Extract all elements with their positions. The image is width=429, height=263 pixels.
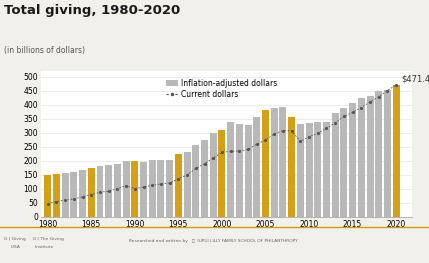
Bar [358, 98, 365, 217]
Bar [149, 160, 156, 217]
Bar [262, 110, 269, 217]
Bar [218, 130, 225, 217]
Text: $471.44: $471.44 [402, 74, 429, 83]
Text: Total giving, 1980-2020: Total giving, 1980-2020 [4, 4, 181, 17]
Bar [375, 91, 382, 217]
Bar [340, 108, 347, 217]
Bar [279, 107, 287, 217]
Bar [184, 152, 190, 217]
Bar [192, 145, 199, 217]
Bar [384, 90, 391, 217]
Bar [97, 166, 103, 217]
Bar [253, 117, 260, 217]
Bar [131, 161, 138, 217]
Bar [140, 162, 147, 217]
Text: Researched and written by   ⦀  IUPUI LILLY FAMILY SCHOOL OF PHILANTHROPY: Researched and written by ⦀ IUPUI LILLY … [129, 239, 297, 243]
Bar [305, 123, 313, 217]
Text: USA           Institute: USA Institute [4, 245, 54, 249]
Bar [62, 174, 69, 217]
Bar [44, 175, 51, 217]
Bar [297, 124, 304, 217]
Bar [323, 122, 330, 217]
Bar [175, 154, 182, 217]
Bar [53, 174, 60, 217]
Bar [366, 96, 374, 217]
Bar [210, 133, 217, 217]
Bar [245, 125, 251, 217]
Bar [79, 170, 86, 217]
Bar [314, 122, 321, 217]
Bar [157, 160, 164, 217]
Bar [332, 113, 338, 217]
Bar [166, 160, 173, 217]
Bar [288, 117, 295, 217]
Bar [105, 165, 112, 217]
Legend: Inflation-adjusted dollars, Current dollars: Inflation-adjusted dollars, Current doll… [163, 75, 280, 102]
Bar [393, 85, 400, 217]
Bar [123, 161, 130, 217]
Bar [114, 164, 121, 217]
Bar [236, 124, 243, 217]
Bar [349, 103, 356, 217]
Bar [70, 172, 77, 217]
Bar [271, 108, 278, 217]
Bar [227, 122, 234, 217]
Bar [201, 140, 208, 217]
Text: (in billions of dollars): (in billions of dollars) [4, 46, 85, 55]
Text: G | Giving     G | The Giving: G | Giving G | The Giving [4, 237, 64, 241]
Bar [88, 168, 95, 217]
